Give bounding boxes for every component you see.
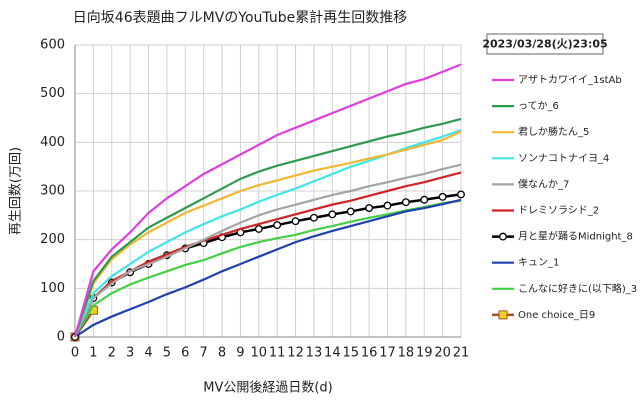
y-tick-label: 200	[40, 232, 65, 247]
point-marker	[383, 201, 392, 210]
x-tick-label: 11	[269, 346, 286, 361]
series-line	[73, 117, 462, 338]
legend-label: こんなに好きに(以下略)_3	[518, 282, 637, 295]
point-marker	[346, 207, 355, 216]
y-tick-label: 300	[40, 184, 65, 199]
x-tick-label: 2	[108, 346, 116, 361]
legend-label: One choice_日9	[518, 310, 595, 321]
chart-title: 日向坂46表題曲フルMVのYouTube累計再生回数推移	[73, 10, 407, 26]
x-tick-label: 16	[361, 346, 378, 361]
point-marker	[254, 225, 263, 233]
y-tick-label: 600	[40, 38, 65, 53]
x-tick-label: 6	[181, 346, 189, 361]
x-tick-label: 9	[236, 346, 244, 361]
x-tick-label: 12	[287, 346, 304, 361]
legend-label: 君しか勝たん_5	[518, 125, 589, 138]
point-marker	[365, 204, 374, 212]
series-line	[74, 198, 462, 338]
y-tick-label: 500	[40, 86, 65, 101]
point-marker	[291, 217, 300, 226]
legend-label: キュン_1	[518, 258, 559, 269]
point-marker	[420, 195, 429, 204]
x-tick-label: 17	[379, 346, 396, 361]
x-tick-label: 20	[434, 346, 451, 361]
point-marker	[438, 192, 447, 201]
legend-marker	[499, 232, 507, 241]
x-tick-label: 15	[342, 346, 359, 361]
point-marker	[310, 213, 318, 222]
x-tick-label: 0	[71, 346, 79, 361]
legend-label: アザトカワイイ_1stAb	[518, 74, 622, 86]
y-tick-label: 0	[57, 330, 65, 345]
legend-label: 僕なんか_7	[518, 177, 569, 190]
x-tick-label: 21	[453, 346, 470, 361]
x-tick-label: 7	[200, 346, 208, 361]
timestamp-box	[486, 33, 604, 55]
y-axis-label: 再生回数(万回)	[9, 147, 24, 235]
x-tick-label: 14	[324, 346, 341, 361]
timestamp: 2023/03/28(火)23:05	[482, 38, 607, 51]
x-tick-label: 4	[144, 346, 152, 361]
series-line	[74, 171, 462, 338]
x-tick-label: 5	[163, 346, 171, 361]
series-line	[73, 63, 462, 338]
point-marker	[401, 198, 410, 207]
point-marker	[273, 221, 282, 230]
series-line	[74, 163, 462, 338]
series-line	[74, 199, 462, 338]
legend-label: ソンナコトナイヨ_4	[518, 152, 609, 164]
x-tick-label: 13	[306, 346, 323, 361]
y-tick-label: 400	[40, 135, 65, 150]
y-tick-label: 100	[40, 281, 65, 296]
legend-marker	[498, 310, 508, 320]
x-tick-label: 3	[126, 346, 134, 361]
x-tick-label: 10	[251, 346, 268, 361]
x-tick-label: 8	[218, 346, 226, 361]
series-line	[73, 130, 462, 338]
point-marker	[328, 210, 337, 219]
x-axis-label: MV公開後経過日数(d)	[203, 381, 333, 396]
legend-label: 月と星が踊るMidnight_8	[518, 230, 633, 243]
x-tick-label: 19	[416, 346, 433, 361]
legend-label: ってか_6	[518, 100, 559, 112]
x-tick-label: 1	[89, 346, 97, 361]
x-tick-label: 18	[398, 346, 415, 361]
point-marker	[457, 190, 465, 199]
legend-label: ドレミソラシド_2	[518, 205, 599, 217]
